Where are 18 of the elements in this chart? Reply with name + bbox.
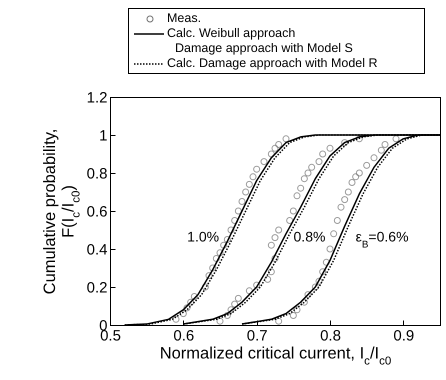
y-tick-label: 0.6 [86,204,108,220]
legend-label: Calc. Damage approach with Model R [167,56,378,71]
x-tick-label: 0.7 [246,328,268,344]
y-tick-label: 0.8 [86,166,108,182]
legend-label: Meas. [167,11,202,26]
y-tick-label: 0.2 [86,280,108,296]
x-tick-label: 0.8 [320,328,341,344]
annotation: 1.0% [187,228,220,245]
y-tick-label: 1.2 [86,90,108,106]
legend-label: Calc. Weibull approach [167,26,296,41]
annotation: 0.8% [294,228,326,245]
x-axis-title: Normalized critical current, I$_{c}$/I$_{c0}$ [160,344,392,368]
x-tick-label: 0.6 [173,328,194,344]
y-tick-label: 0.4 [86,242,108,258]
x-tick-label: 0.9 [393,328,414,344]
text: Damage approach with Model S [175,41,353,56]
y-tick-label: 1 [99,128,108,144]
annotation: ε$_{B}$=0.6% [356,228,409,250]
